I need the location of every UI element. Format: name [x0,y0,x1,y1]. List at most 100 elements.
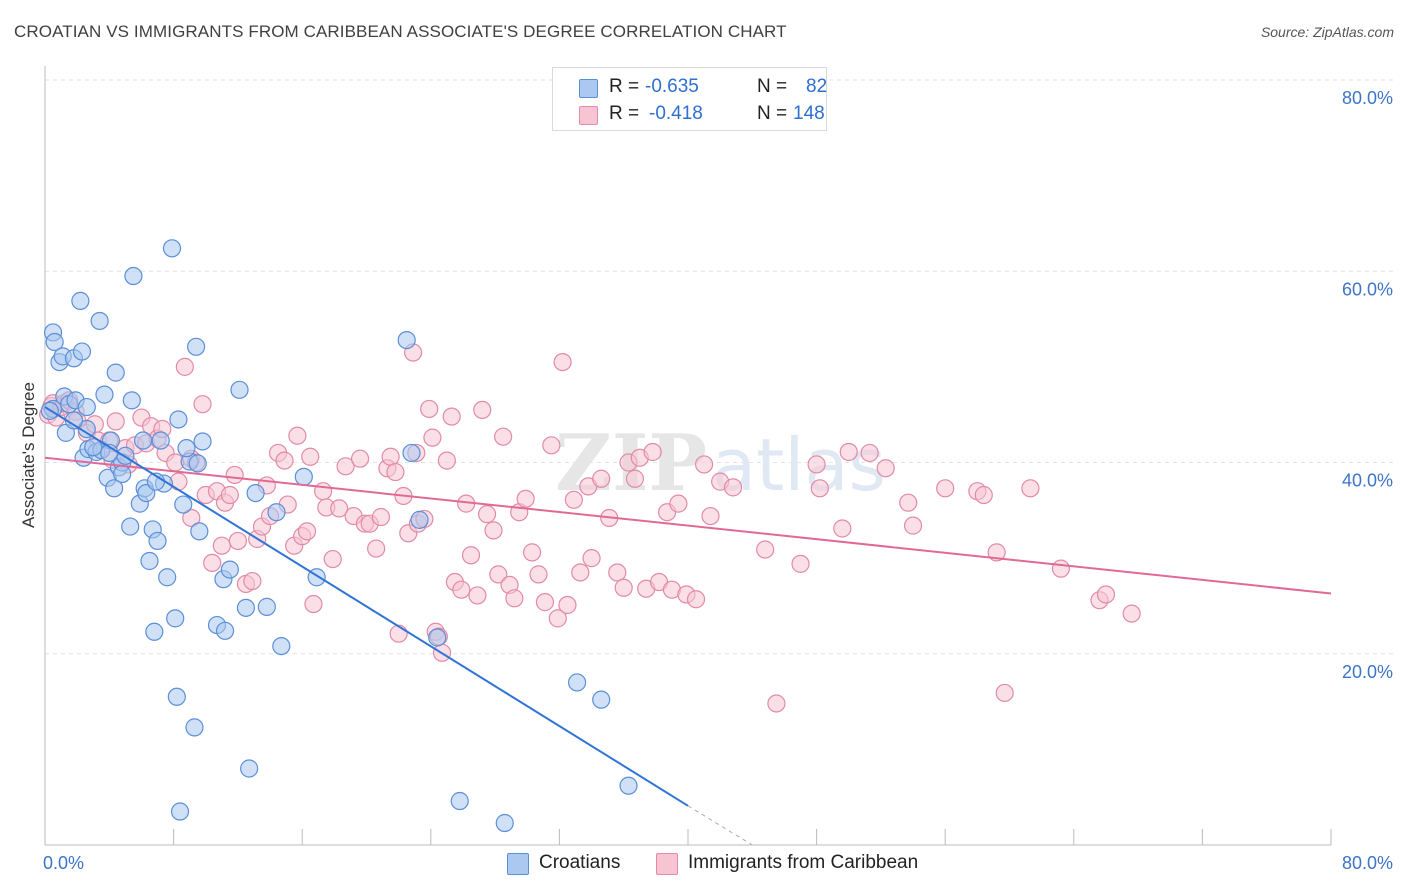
croatian-point-68 [428,628,447,647]
y-axis-label: Associate's Degree [19,382,38,528]
caribbean-point-138 [974,485,993,505]
trend-line-croatians [44,406,689,807]
croatian-point-81 [177,439,196,458]
legend-label: Croatians [539,852,621,873]
caribbean-point-144 [1096,585,1116,604]
croatian-point-41 [166,609,185,628]
croatian-point-54 [215,621,235,640]
caribbean-point-27 [175,357,194,376]
caribbean-point-41 [243,571,262,591]
caribbean-point-142 [1051,559,1071,578]
caribbean-point-136 [936,479,955,498]
caribbean-point-103 [571,563,590,582]
legend-r-label: R = [609,76,640,97]
caribbean-point-88 [484,521,503,540]
legend-r-value: -0.635 [645,76,699,97]
chart-title: CROATIAN VS IMMIGRANTS FROM CARIBBEAN AS… [14,22,787,41]
caribbean-point-140 [995,683,1014,703]
caribbean-point-67 [386,462,405,482]
caribbean-point-147 [301,447,320,466]
croatian-point-43 [169,410,188,429]
croatian-point-49 [188,454,207,473]
caribbean-point-108 [608,563,627,582]
caribbean-point-53 [304,594,323,614]
y-tick-label-20: 20.0% [1342,662,1393,682]
croatian-point-11 [72,342,92,361]
tick-labels: 20.0% 40.0% 60.0% 80.0% 0.0% 80.0% [43,88,1393,873]
croatian-point-61 [267,503,286,522]
caribbean-point-94 [516,489,535,508]
croatian-point-10 [71,291,90,310]
caribbean-point-105 [582,549,601,568]
caribbean-point-129 [810,479,829,498]
trend-line-caribbean [44,456,1332,595]
caribbean-point-134 [899,493,918,512]
croatian-point-48 [187,337,206,356]
caribbean-point-84 [461,546,481,565]
caribbean-point-135 [903,516,923,535]
legend-n-value: 148 [793,103,825,124]
croatian-point-35 [145,622,164,641]
caribbean-point-100 [553,352,572,372]
trend-lines [44,406,1332,846]
caribbean-point-15 [106,412,125,431]
croatian-point-39 [158,568,177,587]
caribbean-point-95 [522,543,542,562]
croatian-point-2 [45,332,64,352]
caribbean-point-92 [505,589,524,608]
croatian-point-36 [148,531,167,551]
croatian-point-57 [236,598,256,617]
croatian-point-42 [167,687,186,706]
x-tick-label-min: 0.0% [43,853,84,873]
caribbean-point-79 [437,451,456,470]
correlation-legend: R = -0.635 N = 82 R = -0.418 N = 148 [552,67,827,131]
croatian-point-74 [77,397,96,417]
croatian-point-69 [450,791,469,811]
caribbean-point-139 [987,543,1006,562]
trend-line-croatians-extension [687,805,753,846]
caribbean-point-87 [477,505,497,524]
croatian-point-58 [240,759,259,778]
croatian-point-37 [151,431,170,450]
caribbean-point-64 [371,507,391,527]
croatian-point-50 [190,522,209,541]
caribbean-point-74 [420,399,439,419]
croatian-point-51 [193,432,212,451]
caribbean-point-131 [839,442,858,462]
watermark-atlas: atlas [712,423,886,507]
croatian-point-56 [230,380,249,399]
croatian-point-13 [77,419,96,439]
caribbean-point-106 [592,469,611,488]
croatian-point-26 [121,517,140,536]
caribbean-points [39,343,1141,713]
caribbean-point-114 [643,442,662,462]
y-tick-label-60: 60.0% [1342,279,1393,299]
caribbean-point-39 [228,531,247,551]
grid-lines [45,79,1394,655]
legend-n-label: N = [757,76,788,97]
caribbean-point-80 [442,407,461,426]
caribbean-point-58 [336,457,355,476]
croatian-point-55 [220,560,239,579]
caribbean-point-97 [535,593,555,612]
croatian-point-18 [95,385,114,404]
croatian-point-65 [397,331,416,350]
watermark: ZIPatlas [555,418,886,509]
caribbean-point-82 [452,580,471,599]
croatian-point-33 [140,551,159,571]
caribbean-point-86 [473,400,492,420]
y-tick-label-40: 40.0% [1342,471,1393,491]
caribbean-point-118 [669,494,688,513]
caribbean-point-37 [220,485,239,505]
caribbean-point-99 [548,609,567,628]
legend-label: Immigrants from Caribbean [688,852,919,873]
croatian-point-70 [495,813,514,833]
legend-r-value: -0.418 [649,103,703,124]
caribbean-point-120 [686,590,706,609]
legend-swatch-pink [579,106,598,125]
caribbean-point-111 [625,469,645,488]
caribbean-point-96 [529,565,548,584]
caribbean-point-90 [494,427,513,446]
caribbean-point-122 [701,506,720,526]
